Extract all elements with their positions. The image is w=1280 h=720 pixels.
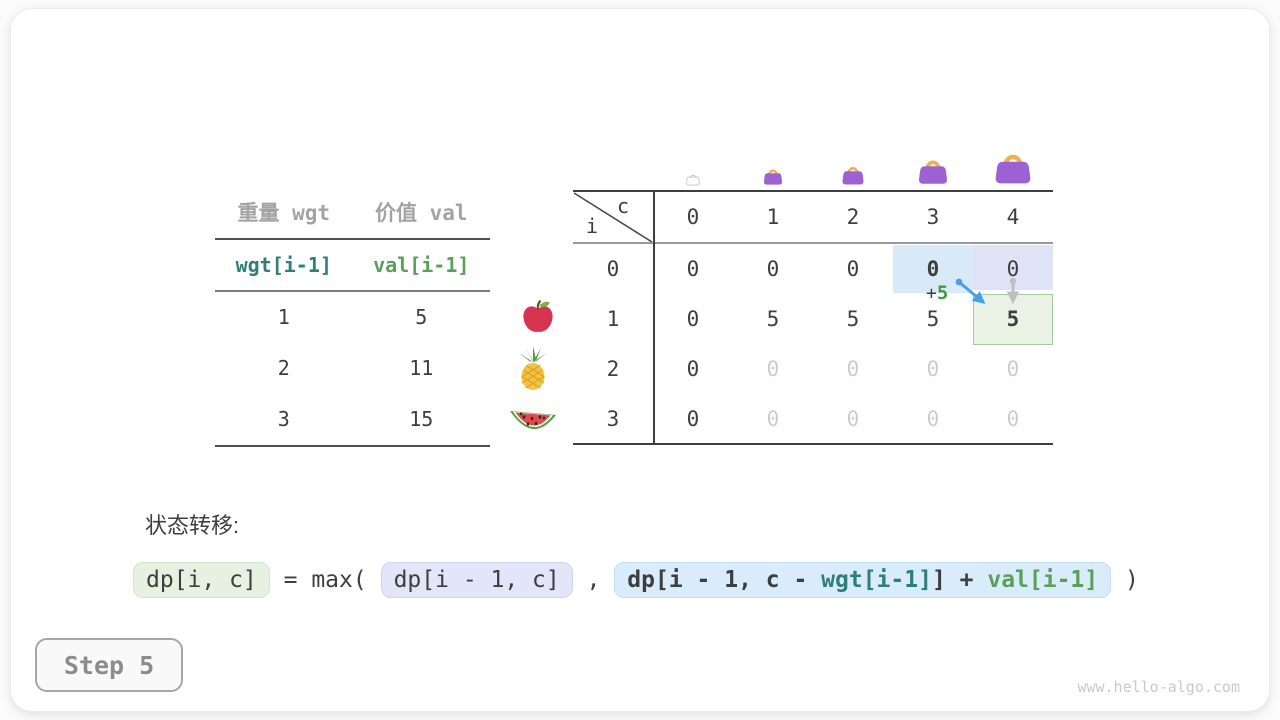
dp-col-header: 3: [926, 205, 940, 229]
site-watermark: www.hello-algo.com: [1077, 678, 1240, 696]
dp-cell-i0-c2: 0: [846, 257, 860, 281]
formula-arg2-part: wgt[i-1]: [821, 567, 932, 593]
dp-cell-i2-c3: 0: [926, 357, 940, 381]
state-transition-formula: dp[i, c] = max( dp[i - 1, c] , dp[i - 1,…: [133, 560, 1139, 600]
wgt-formula-cell: wgt[i-1]: [235, 253, 332, 277]
handbag-icon: [840, 163, 866, 186]
items-table-body: 1 5 2 11 3 15: [215, 292, 490, 445]
dp-row-header: 0: [606, 257, 620, 281]
dp-cell-i2-c4: 0: [1006, 357, 1020, 381]
apple-icon: [520, 299, 556, 335]
dp-table-vertical-divider: [653, 190, 655, 445]
dp-cell-i3-c1: 0: [766, 407, 780, 431]
dp-col-header: 0: [686, 205, 700, 229]
handbag-ghost-icon: [685, 172, 701, 186]
plus-five-annotation: +5: [926, 282, 948, 304]
dp-cell-i0-c3: 0: [926, 257, 940, 281]
comma-separator: ,: [572, 567, 615, 593]
state-transition-label: 状态转移:: [145, 513, 240, 538]
dp-table-header-divider: [573, 242, 1053, 244]
watermelon-icon: [508, 405, 558, 437]
equals-sign: =: [269, 567, 312, 593]
corner-diagonal-line: [573, 192, 653, 242]
value-column-header: 价值 val: [374, 201, 468, 225]
dp-cell-i1-c3: 5: [926, 307, 940, 331]
dp-col-header: 1: [766, 205, 780, 229]
row-variable-label: i: [586, 214, 599, 238]
dp-cell-i3-c0: 0: [686, 407, 700, 431]
step-badge: Step 5: [35, 638, 183, 692]
dp-cell-i3-c2: 0: [846, 407, 860, 431]
weight-column-header: 重量 wgt: [237, 201, 331, 225]
blue-diagonal-arrow-icon: [955, 278, 986, 305]
items-table-cell: 5: [415, 305, 428, 329]
transition-arrows: [955, 277, 1020, 305]
dp-cell-i1-c2: 5: [846, 307, 860, 331]
divider: [215, 238, 490, 240]
dp-cell-i0-c4: 0: [1006, 257, 1020, 281]
dp-cell-i1-c0: 0: [686, 307, 700, 331]
dp-table-bottom-border: [573, 443, 1053, 445]
dp-col-header: 4: [1006, 205, 1020, 229]
plus-sign: +: [926, 283, 937, 304]
added-value: 5: [936, 282, 949, 304]
dp-cell-i2-c1: 0: [766, 357, 780, 381]
pineapple-icon: [513, 346, 553, 392]
formula-arg2: dp[i - 1, c - wgt[i-1]] + val[i-1]: [614, 562, 1112, 598]
dp-cell-i0-c0: 0: [686, 257, 700, 281]
val-formula-cell: val[i-1]: [373, 253, 470, 277]
handbag-icon: [916, 155, 950, 186]
formula-arg2-part: ] +: [931, 567, 988, 593]
divider: [215, 290, 490, 292]
dp-cell-i3-c3: 0: [926, 407, 940, 431]
items-table-row: 2 11: [215, 343, 490, 394]
max-function: max(: [311, 567, 381, 593]
gray-down-arrow-icon: [1006, 277, 1020, 305]
close-paren: ): [1111, 567, 1139, 593]
formula-arg2-part: dp[i - 1, c -: [627, 567, 822, 593]
dp-table-top-border: [573, 190, 1053, 192]
column-variable-label: c: [617, 194, 630, 218]
items-table-formula-row: wgt[i-1] val[i-1]: [215, 240, 490, 290]
handbag-icon: [762, 166, 784, 186]
divider: [215, 445, 490, 447]
items-table-cell: 1: [277, 305, 290, 329]
dp-row-header: 2: [606, 357, 620, 381]
handbag-icon: [992, 148, 1034, 186]
dp-cell-i1-c1: 5: [766, 307, 780, 331]
dp-cell-i0-c1: 0: [766, 257, 780, 281]
dp-col-header: 2: [846, 205, 860, 229]
dp-row-header: 1: [606, 307, 620, 331]
formula-arg2-part: val[i-1]: [987, 567, 1099, 593]
items-table-cell: 15: [409, 407, 434, 431]
dp-cell-i2-c2: 0: [846, 357, 860, 381]
items-table-cell: 3: [277, 407, 290, 431]
items-table-header-row: 重量 wgt 价值 val: [215, 188, 490, 238]
dp-cell-i2-c0: 0: [686, 357, 700, 381]
formula-arg1: dp[i - 1, c]: [380, 562, 573, 598]
dp-row-header: 3: [606, 407, 620, 431]
items-table-row: 3 15: [215, 394, 490, 445]
items-table: 重量 wgt 价值 val wgt[i-1] val[i-1] 1 5 2 11 3 15: [215, 188, 490, 447]
items-table-cell: 11: [409, 356, 434, 380]
dp-cell-i3-c4: 0: [1006, 407, 1020, 431]
items-table-cell: 2: [277, 356, 290, 380]
dp-cell-i1-c4: 5: [1006, 307, 1020, 331]
formula-lhs: dp[i, c]: [133, 562, 270, 598]
